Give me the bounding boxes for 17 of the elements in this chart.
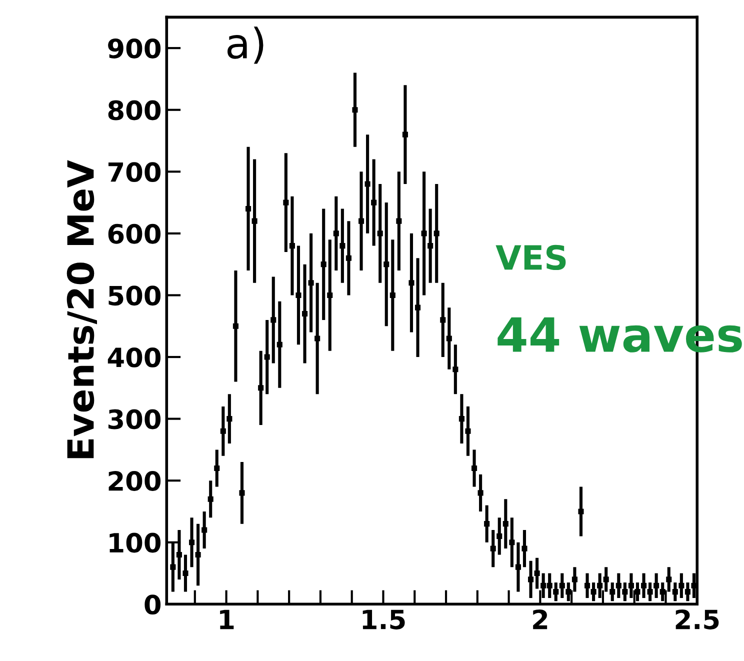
y-tick-label: 600 xyxy=(108,224,161,244)
y-tick-label: 800 xyxy=(108,100,161,120)
annotation: a) xyxy=(228,26,264,64)
x-tick-label: 2.5 xyxy=(676,609,719,630)
x-tick-label: 2 xyxy=(533,609,548,630)
y-tick-label: 300 xyxy=(108,409,161,430)
y-tick-label: 500 xyxy=(108,286,161,306)
x-tick-label: 1.5 xyxy=(362,610,405,630)
y-axis-title: Events/20 MeV xyxy=(66,160,97,458)
y-tick-label: 400 xyxy=(108,347,161,368)
y-tick-label: 0 xyxy=(144,594,161,615)
x-tick-label: 1 xyxy=(220,610,234,630)
y-tick-label: 900 xyxy=(108,38,161,58)
y-tick-label: 700 xyxy=(108,162,161,182)
annotation: VES xyxy=(496,244,566,270)
y-tick-label: 200 xyxy=(108,471,161,491)
y-tick-label: 100 xyxy=(110,532,161,553)
